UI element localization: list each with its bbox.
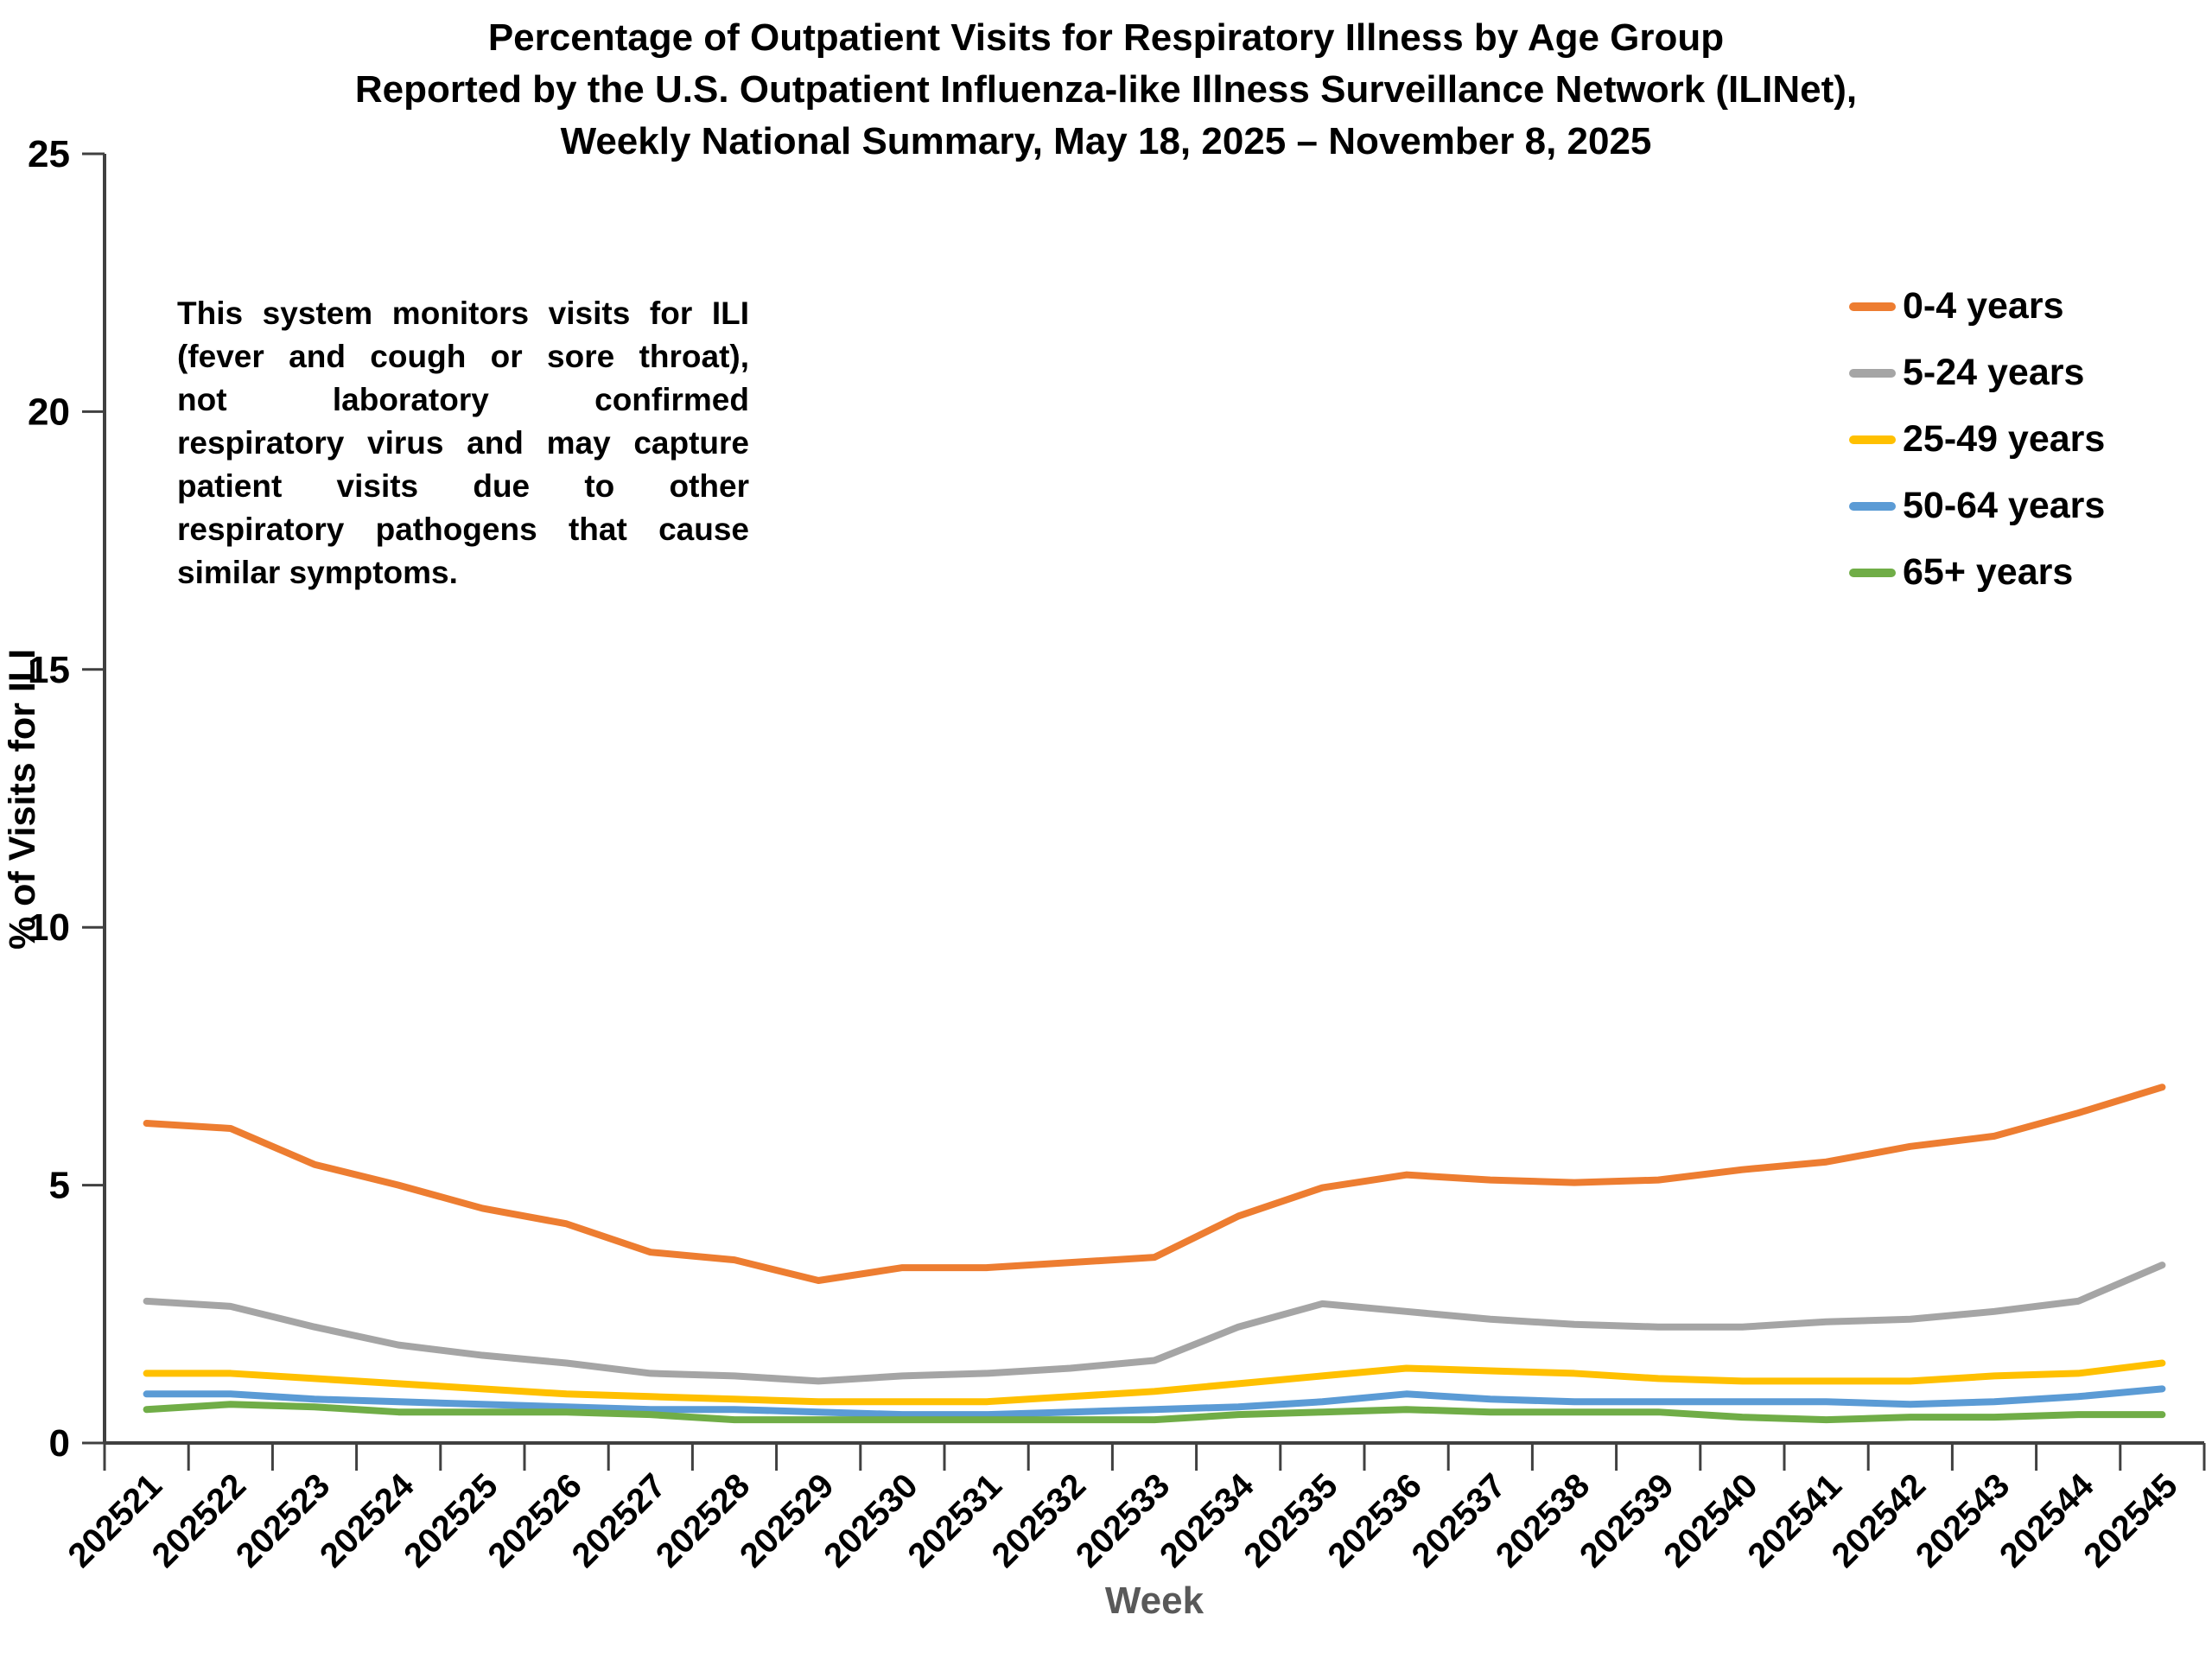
x-tick-label: 202541 <box>1740 1466 1849 1575</box>
x-tick-label: 202530 <box>817 1466 925 1575</box>
x-tick-label: 202531 <box>900 1466 1009 1575</box>
series-0-4-swatch-icon <box>1849 302 1896 311</box>
x-tick-label: 202544 <box>1993 1466 2101 1575</box>
x-tick-label: 202535 <box>1236 1466 1345 1575</box>
legend-label: 5-24 years <box>1903 352 2085 393</box>
series-line-50-64-years <box>143 1385 2166 1419</box>
x-tick-label: 202525 <box>397 1466 505 1575</box>
x-tick-label: 202545 <box>2076 1466 2185 1575</box>
note-line: patient visits due to other <box>177 468 749 504</box>
note-line: respiratory virus and may capture <box>177 425 749 461</box>
legend-label: 0-4 years <box>1903 285 2064 327</box>
x-tick-label: 202529 <box>733 1466 842 1575</box>
note-line: This system monitors visits for ILI <box>177 296 749 331</box>
chart-title-line-2: Reported by the U.S. Outpatient Influenz… <box>354 68 1858 111</box>
x-tick-label: 202540 <box>1656 1466 1765 1575</box>
y-tick-label: 10 <box>28 906 70 949</box>
chart-legend: 0-4 years 5-24 years 25-49 years 50-64 y… <box>1849 285 2105 594</box>
x-tick-label: 202527 <box>565 1466 674 1575</box>
x-tick-label: 202526 <box>480 1466 589 1575</box>
chart-title-line-3: Weekly National Summary, May 18, 2025 – … <box>560 120 1652 162</box>
series-65plus-swatch-icon <box>1849 568 1896 577</box>
chart-title-line-1: Percentage of Outpatient Visits for Resp… <box>487 16 1725 59</box>
x-tick-label: 202533 <box>1069 1466 1178 1575</box>
x-tick-label: 202528 <box>649 1466 758 1575</box>
note-line: not laboratory confirmed <box>177 382 749 417</box>
legend-entry: 5-24 years <box>1849 352 2105 394</box>
legend-entry: 65+ years <box>1849 551 2105 594</box>
legend-label: 50-64 years <box>1903 485 2106 526</box>
x-tick-label: 202532 <box>985 1466 1094 1575</box>
y-tick-label: 0 <box>49 1422 70 1465</box>
x-tick-label: 202521 <box>60 1466 169 1575</box>
y-tick-label: 20 <box>28 391 70 433</box>
note-line: respiratory pathogens that cause <box>177 512 749 547</box>
legend-entry: 50-64 years <box>1849 485 2105 527</box>
x-tick-label: 202537 <box>1405 1466 1514 1575</box>
series-25-49-swatch-icon <box>1849 435 1896 444</box>
x-tick-label: 202534 <box>1153 1466 1262 1575</box>
series-50-64-swatch-icon <box>1849 501 1896 511</box>
x-axis-title: Week <box>1104 1580 1205 1622</box>
y-tick-label: 15 <box>28 649 70 691</box>
x-tick-label: 202523 <box>229 1466 338 1575</box>
legend-label: 65+ years <box>1903 551 2074 593</box>
note-line: (fever and cough or sore throat), <box>177 339 749 374</box>
x-tick-label: 202542 <box>1825 1466 1934 1575</box>
series-line-65-years <box>143 1401 2166 1424</box>
note-line: similar symptoms. <box>177 555 458 590</box>
series-line-5-24-years <box>143 1262 2166 1385</box>
y-tick-label: 5 <box>49 1165 70 1207</box>
series-5-24-swatch-icon <box>1849 368 1896 378</box>
y-tick-label: 25 <box>28 133 70 175</box>
chart-title: Percentage of Outpatient Visits for Resp… <box>0 12 2212 168</box>
chart-note: This system monitors visits for ILI (fev… <box>177 292 749 594</box>
x-tick-label: 202538 <box>1489 1466 1598 1575</box>
series-line-0-4-years <box>143 1084 2166 1285</box>
legend-entry: 0-4 years <box>1849 285 2105 327</box>
series-line-25-49-years <box>143 1359 2166 1406</box>
x-tick-label: 202524 <box>313 1466 422 1575</box>
x-tick-label: 202543 <box>1909 1466 2018 1575</box>
x-tick-label: 202522 <box>145 1466 254 1575</box>
legend-label: 25-49 years <box>1903 418 2106 460</box>
x-tick-label: 202539 <box>1573 1466 1681 1575</box>
legend-entry: 25-49 years <box>1849 418 2105 461</box>
x-tick-label: 202536 <box>1320 1466 1429 1575</box>
